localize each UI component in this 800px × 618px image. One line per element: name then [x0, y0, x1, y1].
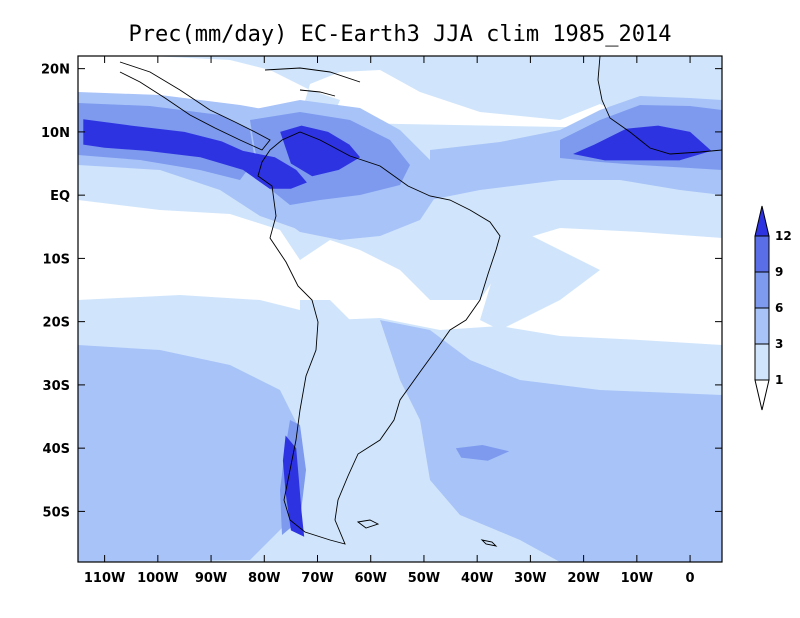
coastlines — [119, 56, 722, 547]
map-frame — [77, 55, 723, 563]
coastline-central-america — [119, 61, 271, 151]
y-tick-label: 20S — [43, 316, 70, 331]
y-tick-label: 50S — [43, 505, 70, 520]
x-tick-label: 80W — [248, 571, 280, 586]
contour-feature-2 — [280, 125, 361, 177]
contour-feature-0 — [83, 119, 307, 189]
x-tick-label: 110W — [84, 571, 125, 586]
colorbar-tick-label: 9 — [775, 265, 783, 279]
colorbar-segment — [754, 343, 770, 381]
x-tick-label: 70W — [301, 571, 333, 586]
y-tick-label: 30S — [43, 379, 70, 394]
contour-level-1-brazil-east — [470, 210, 600, 330]
x-tick-label: 20W — [567, 571, 599, 586]
map-area — [78, 56, 722, 562]
x-tick-label: 50W — [408, 571, 440, 586]
contour-level-1-andes-south — [300, 300, 360, 440]
data-marks — [83, 119, 712, 537]
x-tick-label: 90W — [195, 571, 227, 586]
x-tick-label: 0 — [686, 571, 695, 586]
colorbar-triangle-max — [754, 205, 770, 237]
contour-feature-4 — [455, 445, 510, 461]
chart-title: Prec(mm/day) EC-Earth3 JJA clim 1985_201… — [128, 22, 671, 47]
contour-level-1-tropics — [78, 56, 722, 124]
contour-feature-3 — [282, 435, 305, 537]
x-tick-label: 100W — [137, 571, 178, 586]
contour-level-2-south-pacific — [78, 345, 300, 562]
colorbar-segment — [754, 271, 770, 309]
colorbar-triangle-min — [754, 379, 770, 411]
axis-ticks: 110W 100W 90W 80W 70W 60W 50W 40W 30W 20W 10W 0 20N 1… — [41, 56, 722, 586]
colorbar-tick-label: 3 — [775, 337, 783, 351]
coastline-south-georgia — [480, 539, 498, 547]
y-tick-label: 40S — [43, 442, 70, 457]
x-tick-label: 40W — [461, 571, 493, 586]
colorbar-tick-label: 6 — [775, 301, 783, 315]
y-tick-label: 20N — [41, 63, 70, 78]
colorbar-segment — [754, 235, 770, 273]
y-tick-label: 10S — [43, 252, 70, 267]
coastline-south-america — [257, 131, 501, 545]
x-tick-label: 10W — [621, 571, 653, 586]
coastline-caribbean — [264, 67, 361, 97]
colorbar-tick-label: 1 — [775, 373, 783, 387]
contour-level-2-southwest-atlantic — [380, 320, 722, 562]
x-tick-label: 30W — [514, 571, 546, 586]
colorbar: 1 3 6 9 12 — [754, 205, 792, 411]
y-tick-label: 10N — [41, 126, 70, 141]
y-tick-label: EQ — [50, 189, 70, 204]
coastline-africa — [597, 56, 722, 155]
coastline-falklands — [356, 519, 380, 529]
x-tick-label: 60W — [355, 571, 387, 586]
colorbar-segment — [754, 307, 770, 345]
colorbar-tick-label: 12 — [775, 229, 792, 243]
contour-feature-1 — [573, 125, 712, 161]
